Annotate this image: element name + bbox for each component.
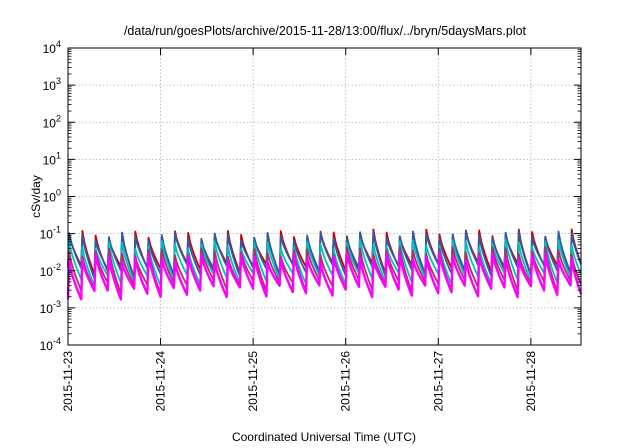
tick-marks (67, 47, 581, 346)
x-axis-label: Coordinated Universal Time (UTC) (232, 430, 416, 444)
series-line (67, 230, 582, 280)
x-tick-label: 2015-11-23 (61, 351, 75, 412)
x-tick-label: 2015-11-28 (524, 351, 538, 412)
y-tick-label: 10-1 (40, 225, 61, 242)
x-tick-labels: 2015-11-23 2015-11-24 2015-11-25 2015-11-26… (61, 351, 538, 412)
y-tick-label: 102 (43, 113, 61, 130)
y-tick-label: 10-2 (40, 262, 61, 279)
y-axis-label: cSv/day (29, 175, 43, 218)
chart-title: /data/run/goesPlots/archive/2015-11-28/1… (124, 24, 527, 38)
y-tick-label: 10-4 (40, 336, 61, 353)
y-tick-label: 103 (43, 76, 61, 93)
series-group (66, 228, 583, 301)
series-line (67, 238, 582, 288)
x-tick-label: 2015-11-26 (339, 351, 353, 412)
x-tick-label: 2015-11-25 (246, 351, 260, 412)
grid (68, 48, 581, 345)
y-tick-label: 104 (43, 39, 61, 56)
y-tick-label: 100 (43, 188, 61, 205)
x-tick-label: 2015-11-27 (431, 351, 445, 412)
y-tick-label: 101 (43, 150, 61, 167)
series-line (66, 251, 583, 301)
y-tick-label: 10-3 (40, 299, 61, 316)
y-tick-labels: 10-4 10-3 10-2 10-1 100 101 102 103 104 (40, 39, 61, 353)
x-tick-label: 2015-11-24 (154, 351, 168, 412)
